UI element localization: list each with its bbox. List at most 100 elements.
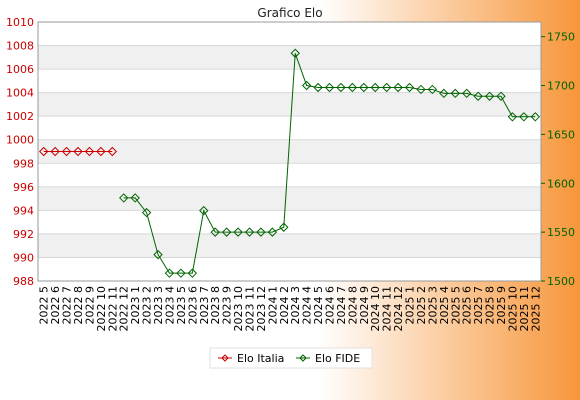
x-tick-label: 2024 9 — [358, 286, 371, 325]
y-left-tick-label: 1004 — [6, 87, 34, 100]
x-tick-label: 2023 11 — [243, 286, 256, 332]
data-point — [39, 146, 49, 157]
data-point — [199, 205, 209, 216]
x-tick-label: 2023 1 — [129, 286, 142, 325]
x-tick-label: 2022 10 — [95, 286, 108, 332]
data-point — [187, 268, 198, 278]
y-left-tick-label: 996 — [13, 181, 34, 194]
x-tick-label: 2024 6 — [324, 286, 337, 325]
plot-frame — [37, 21, 542, 282]
data-point — [507, 112, 518, 122]
x-tick-label: 2024 7 — [335, 286, 348, 325]
data-point — [370, 82, 380, 93]
data-point — [484, 91, 495, 101]
x-tick-label: 2024 3 — [289, 286, 302, 325]
data-point — [153, 249, 163, 260]
y-left-tick-label: 1006 — [6, 63, 34, 76]
x-tick-label: 2023 8 — [209, 286, 222, 325]
data-point — [244, 227, 255, 237]
data-point — [267, 227, 278, 237]
data-point — [210, 227, 220, 237]
x-tick-label: 2025 11 — [518, 286, 531, 332]
data-point — [233, 227, 243, 237]
legend-label: Elo FIDE — [315, 352, 360, 365]
data-point — [130, 193, 140, 203]
y-right-tick-label: 1550 — [547, 226, 575, 239]
data-point — [347, 82, 358, 93]
grid-band — [38, 163, 541, 187]
data-point — [73, 146, 83, 157]
x-tick-label: 2022 12 — [118, 286, 131, 332]
data-point — [50, 146, 60, 157]
x-tick-label: 2022 9 — [83, 286, 96, 325]
y-left-tick-label: 1010 — [6, 16, 34, 29]
data-point — [96, 146, 106, 157]
x-tick-label: 2023 12 — [255, 286, 268, 332]
x-tick-label: 2025 9 — [495, 286, 508, 325]
x-tick-label: 2023 10 — [232, 286, 245, 332]
data-point — [176, 268, 186, 278]
x-tick-label: 2024 4 — [301, 286, 314, 325]
y-right-tick-label: 1600 — [547, 177, 575, 190]
data-point — [256, 227, 266, 237]
data-point — [381, 82, 392, 93]
legend-box — [209, 347, 373, 369]
grid-band — [38, 257, 541, 281]
legend: Elo Italia Elo FIDE — [209, 347, 373, 369]
x-tick-label: 2025 2 — [415, 286, 428, 325]
x-tick-label: 2025 10 — [506, 286, 519, 332]
data-point — [336, 82, 346, 93]
data-point — [359, 82, 369, 93]
y-left-tick-label: 992 — [13, 228, 34, 241]
x-tick-label: 2024 10 — [369, 286, 382, 332]
y-right-tick-label: 1700 — [547, 80, 575, 93]
y-left-tick-label: 994 — [13, 204, 34, 217]
x-tick-label: 2022 8 — [72, 286, 85, 325]
y-right-tick-label: 1650 — [547, 128, 575, 141]
x-tick-label: 2025 8 — [484, 286, 497, 325]
grid-band — [38, 22, 541, 46]
grid-band — [38, 45, 541, 70]
x-tick-label: 2024 12 — [392, 286, 405, 332]
data-point — [313, 82, 323, 93]
x-tick-label: 2024 1 — [266, 286, 279, 325]
grid-band — [38, 69, 541, 93]
series-elo-italia — [39, 146, 118, 157]
x-tick-label: 2022 7 — [61, 286, 74, 325]
x-tick-label: 2025 3 — [426, 286, 439, 325]
y-right-tick-label: 1500 — [547, 275, 575, 288]
x-tick-label: 2023 2 — [141, 286, 154, 325]
data-point — [530, 112, 540, 122]
data-point — [61, 146, 72, 157]
x-tick-label: 2025 7 — [472, 286, 485, 325]
data-point — [427, 84, 438, 95]
x-tick-label: 2023 5 — [175, 286, 188, 325]
data-point — [221, 227, 232, 237]
y-left-tick-label: 998 — [13, 157, 34, 170]
grid-band — [38, 92, 541, 117]
grid-band — [38, 139, 541, 164]
data-point — [519, 112, 529, 122]
grid-band — [38, 186, 541, 211]
plot-area: 988 990 992 994 996 998 1000 1002 1004 1006 1008 10… — [6, 16, 575, 332]
data-point — [324, 82, 335, 93]
x-tick-label: 2024 5 — [312, 286, 325, 325]
x-tick-label: 2023 6 — [186, 286, 199, 325]
x-tick-label: 2025 5 — [449, 286, 462, 325]
data-point — [290, 48, 300, 58]
chart-title: Grafico Elo — [257, 6, 322, 20]
data-point — [496, 91, 506, 101]
y-left-tick-label: 1000 — [6, 134, 34, 147]
data-point — [393, 82, 403, 93]
legend-label: Elo Italia — [237, 352, 284, 365]
y-left-tick-label: 988 — [13, 275, 34, 288]
data-point — [439, 88, 449, 99]
x-tick-label: 2024 8 — [346, 286, 359, 325]
data-point — [107, 146, 118, 157]
legend-marker — [221, 354, 229, 362]
x-tick-label: 2024 11 — [381, 286, 394, 332]
x-tick-label: 2022 11 — [106, 286, 119, 332]
data-point — [416, 84, 426, 95]
